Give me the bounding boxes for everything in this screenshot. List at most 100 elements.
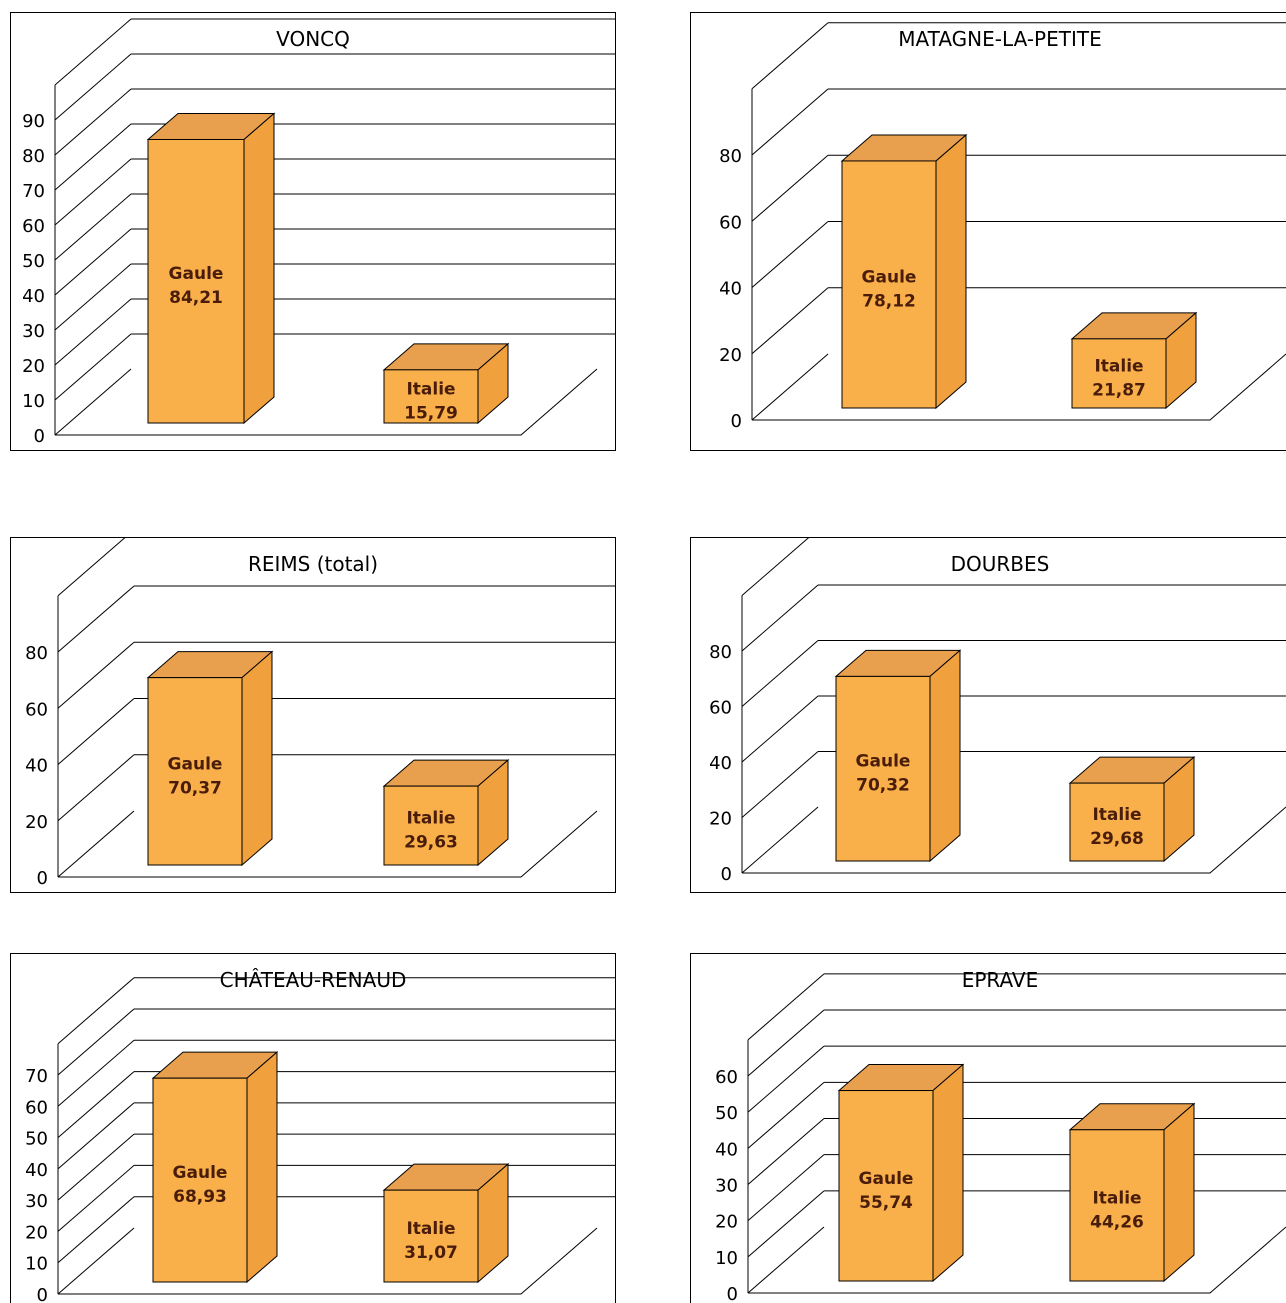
y-tick-label: 0	[34, 426, 45, 447]
bar-front-face	[383, 1189, 479, 1283]
y-tick-label: 20	[22, 356, 45, 377]
wall-line	[54, 123, 132, 191]
wall-line	[54, 368, 132, 436]
chart-panel: VONCQ 0 10 20 30 40 50 60 70 80 90 Gaule 84,21 Italie…	[10, 12, 616, 451]
y-tick-label: 60	[25, 699, 48, 720]
chart-border	[690, 953, 1286, 1303]
bar-category-label: Italie	[1094, 356, 1143, 376]
bar: Gaule 68,93	[151, 1051, 279, 1284]
chart-svg: VONCQ 0 10 20 30 40 50 60 70 80 90 Gaule 84,21 Italie…	[10, 12, 616, 451]
wall-line	[57, 1071, 135, 1138]
chart-border	[690, 12, 1286, 451]
bar-value-label: 31,07	[404, 1243, 458, 1263]
wall-line	[741, 640, 819, 707]
wall-line	[741, 806, 819, 874]
bar-value-label: 29,63	[404, 833, 458, 853]
floor-line	[752, 353, 1286, 421]
wall-line	[57, 1227, 135, 1295]
wall-line	[751, 22, 829, 90]
y-tick-label: 70	[25, 1066, 48, 1087]
bar-category-label: Italie	[1092, 805, 1141, 825]
y-tick-label: 90	[22, 111, 45, 132]
bar-value-label: 55,74	[859, 1193, 913, 1213]
floor-line	[742, 806, 1286, 874]
wall-line	[54, 158, 132, 226]
y-tick-label: 60	[715, 1067, 738, 1088]
wall-line	[54, 193, 132, 261]
bar-category-label: Gaule	[173, 1163, 228, 1183]
bar-side-face	[246, 1051, 278, 1284]
wall-line	[57, 1133, 135, 1201]
wall-line	[751, 287, 829, 355]
wall-line	[57, 977, 135, 1045]
wall-line	[54, 53, 132, 121]
chart-title: EPRAVE	[962, 968, 1039, 992]
wall-line	[57, 585, 135, 653]
y-tick-label: 20	[25, 1222, 48, 1243]
wall-line	[741, 584, 819, 652]
bar-value-label: 21,87	[1092, 380, 1146, 400]
y-tick-label: 60	[25, 1097, 48, 1118]
bar-side-face	[935, 133, 967, 410]
bar-value-label: 70,32	[856, 776, 910, 796]
wall-line	[747, 1190, 825, 1258]
bar-front-face	[383, 369, 479, 424]
bar: Italie 29,68	[1068, 755, 1196, 863]
bar-value-label: 78,12	[862, 291, 916, 311]
bar: Italie 44,26	[1068, 1102, 1196, 1283]
chart-svg: DOURBES 0 20 40 60 80 Gaule 70,32 Italie 29,68	[690, 537, 1286, 893]
wall-line	[57, 1008, 135, 1076]
wall-line	[57, 1165, 135, 1232]
y-tick-label: 70	[22, 181, 45, 202]
bar-side-face	[932, 1063, 964, 1283]
chart-svg: CHÂTEAU-RENAUD 0 10 20 30 40 50 60 70 Gaule 68,93 I…	[10, 953, 616, 1303]
y-tick-label: 60	[709, 698, 732, 719]
floor-line	[58, 810, 598, 878]
bar: Gaule 84,21	[146, 112, 276, 425]
wall-line	[57, 698, 135, 765]
y-tick-label: 40	[22, 286, 45, 307]
bar: Italie 21,87	[1070, 311, 1198, 410]
chart-svg: MATAGNE-LA-PETITE 0 20 40 60 80 Gaule 78,12 Ital…	[690, 12, 1286, 451]
y-tick-label: 30	[22, 321, 45, 342]
bar: Gaule 70,37	[146, 650, 274, 867]
floor-line	[55, 368, 598, 436]
bar-side-face	[929, 649, 961, 863]
bar: Gaule 70,32	[834, 649, 962, 863]
chart-panel: CHÂTEAU-RENAUD 0 10 20 30 40 50 60 70 Gaule 68,93 I…	[10, 953, 616, 1303]
y-tick-label: 60	[22, 216, 45, 237]
bar-front-face	[1069, 1129, 1165, 1282]
chart-svg: REIMS (total) 0 20 40 60 80 Gaule 70,37 Italie 29…	[10, 537, 616, 893]
bar-value-label: 44,26	[1090, 1212, 1144, 1232]
y-tick-label: 50	[715, 1103, 738, 1124]
bar-value-label: 29,68	[1090, 829, 1144, 849]
bar-front-face	[152, 1077, 248, 1283]
bar-category-label: Italie	[406, 809, 455, 829]
wall-line	[747, 1009, 825, 1077]
y-tick-label: 30	[715, 1176, 738, 1197]
wall-line	[57, 1102, 135, 1170]
chart-border	[10, 537, 616, 893]
bar-value-label: 15,79	[404, 403, 458, 423]
chart-panel: EPRAVE 0 10 20 30 40 50 60 Gaule 55,74 Italie 44,26	[690, 953, 1286, 1303]
bar: Gaule 78,12	[840, 133, 968, 410]
wall-line	[751, 221, 829, 288]
chart-title: REIMS (total)	[248, 552, 378, 576]
y-tick-label: 10	[715, 1248, 738, 1269]
chart-panel: REIMS (total) 0 20 40 60 80 Gaule 70,37 Italie 29…	[10, 537, 616, 893]
wall-line	[751, 154, 829, 222]
chart-border	[10, 953, 616, 1303]
wall-line	[57, 641, 135, 709]
bar-front-face	[838, 1090, 934, 1282]
y-tick-label: 0	[37, 868, 48, 889]
bar: Italie 31,07	[382, 1163, 510, 1284]
y-tick-label: 20	[709, 809, 732, 830]
bar-front-face	[383, 785, 479, 866]
bar: Gaule 55,74	[837, 1063, 965, 1283]
bar: Italie 15,79	[382, 342, 510, 425]
y-tick-label: 80	[719, 146, 742, 167]
wall-line	[57, 1196, 135, 1264]
bar-category-label: Gaule	[859, 1169, 914, 1189]
chart-panel: DOURBES 0 20 40 60 80 Gaule 70,32 Italie 29,68	[690, 537, 1286, 893]
y-tick-label: 80	[25, 643, 48, 664]
